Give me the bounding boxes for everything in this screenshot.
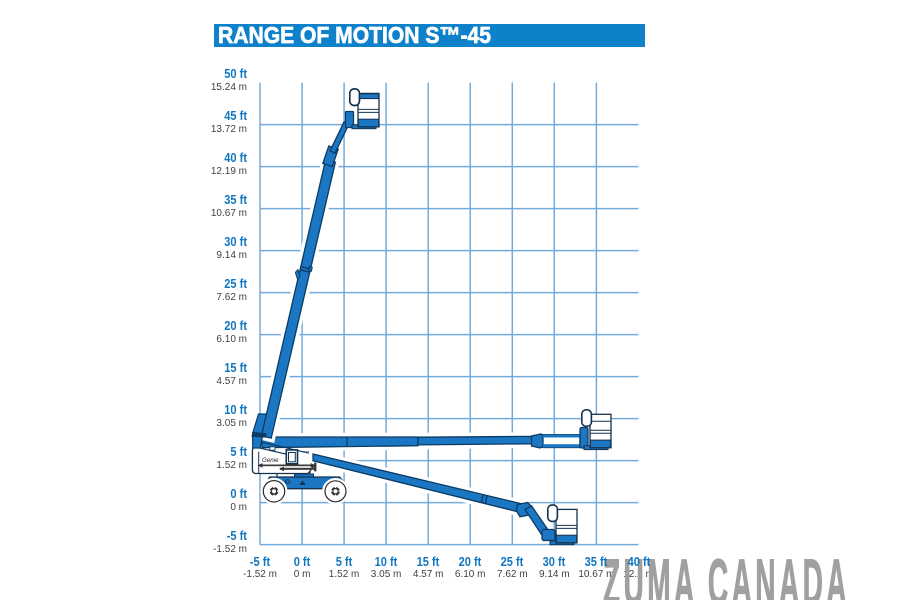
svg-text:Genie: Genie xyxy=(262,457,279,464)
